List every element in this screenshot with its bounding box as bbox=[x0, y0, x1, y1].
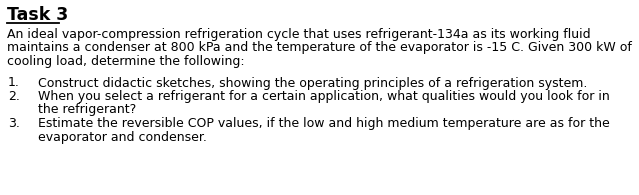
Text: 1.: 1. bbox=[8, 76, 20, 90]
Text: evaporator and condenser.: evaporator and condenser. bbox=[38, 130, 207, 144]
Text: When you select a refrigerant for a certain application, what qualities would yo: When you select a refrigerant for a cert… bbox=[38, 90, 610, 103]
Text: Task 3: Task 3 bbox=[7, 6, 68, 24]
Text: cooling load, determine the following:: cooling load, determine the following: bbox=[7, 55, 245, 68]
Text: Construct didactic sketches, showing the operating principles of a refrigeration: Construct didactic sketches, showing the… bbox=[38, 76, 587, 90]
Text: An ideal vapor-compression refrigeration cycle that uses refrigerant-134a as its: An ideal vapor-compression refrigeration… bbox=[7, 28, 590, 41]
Text: Estimate the reversible COP values, if the low and high medium temperature are a: Estimate the reversible COP values, if t… bbox=[38, 117, 610, 130]
Text: the refrigerant?: the refrigerant? bbox=[38, 104, 136, 116]
Text: maintains a condenser at 800 kPa and the temperature of the evaporator is -15 C.: maintains a condenser at 800 kPa and the… bbox=[7, 42, 632, 54]
Text: 2.: 2. bbox=[8, 90, 20, 103]
Text: 3.: 3. bbox=[8, 117, 20, 130]
